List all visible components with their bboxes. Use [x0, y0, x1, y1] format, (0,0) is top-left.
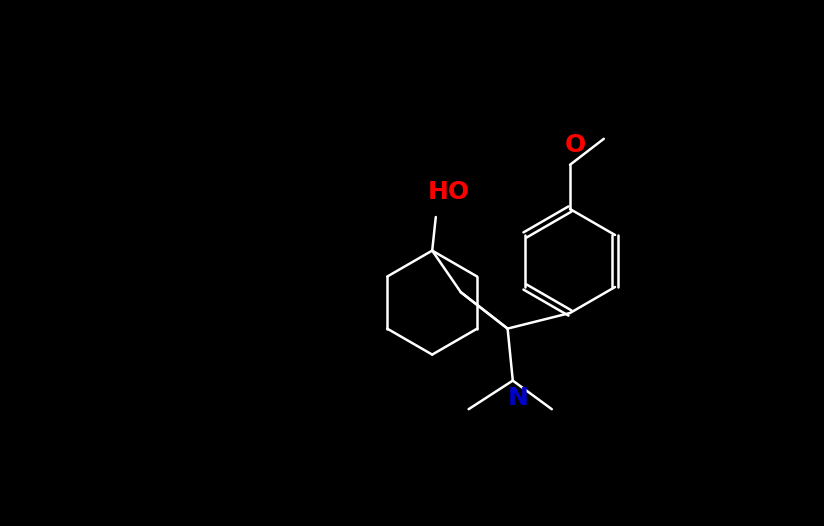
Text: HO: HO: [428, 180, 470, 204]
Text: N: N: [508, 386, 528, 410]
Text: O: O: [564, 133, 586, 157]
